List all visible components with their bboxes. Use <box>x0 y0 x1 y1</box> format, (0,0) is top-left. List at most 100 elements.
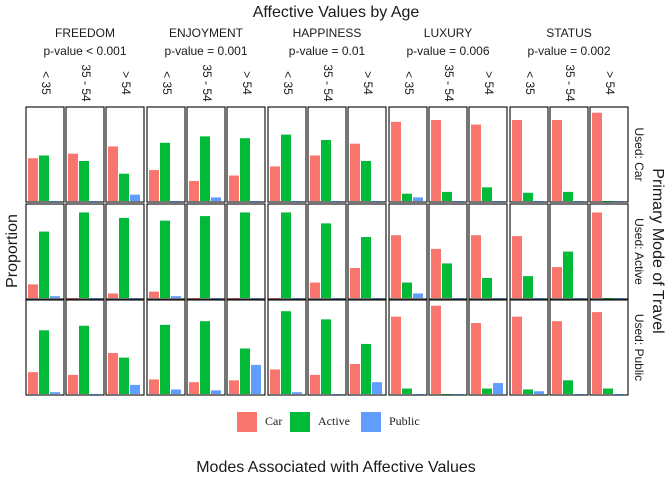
facet-label: ENJOYMENT <box>169 26 244 40</box>
bar <box>211 298 221 299</box>
bar <box>471 235 481 298</box>
bar <box>310 374 320 394</box>
bar <box>281 212 291 298</box>
bar <box>453 394 463 395</box>
bar <box>332 201 342 202</box>
bar <box>240 212 250 298</box>
bar <box>292 298 302 299</box>
bar <box>563 251 573 298</box>
bar <box>292 201 302 202</box>
bar <box>171 201 181 202</box>
bar <box>130 384 140 394</box>
bar <box>523 389 533 394</box>
bar <box>39 155 49 201</box>
bar <box>512 120 522 201</box>
bar <box>39 330 49 394</box>
bar <box>413 293 423 298</box>
bar <box>149 379 159 394</box>
bar <box>563 380 573 394</box>
facet-label: STATUS <box>546 26 592 40</box>
bar <box>493 201 503 202</box>
bar <box>281 311 291 394</box>
bar <box>79 212 89 298</box>
row-label: Used: Public <box>632 314 646 381</box>
age-label: 35 - 54 <box>563 64 577 102</box>
age-label: > 54 <box>240 71 254 95</box>
bar <box>50 392 60 394</box>
row-label: Used: Car <box>632 127 646 181</box>
facet-label: HAPPINESS <box>293 26 362 40</box>
bar <box>592 212 602 298</box>
bar <box>453 298 463 299</box>
bar <box>229 380 239 394</box>
bar <box>442 263 452 298</box>
age-label: > 54 <box>482 71 496 95</box>
bar <box>332 298 342 299</box>
age-label: 35 - 54 <box>442 64 456 102</box>
bar <box>431 120 441 201</box>
bar <box>372 201 382 202</box>
bar <box>332 394 342 395</box>
facet-label: FREEDOM <box>55 26 115 40</box>
bar <box>361 160 371 201</box>
bar <box>482 277 492 298</box>
age-label: < 35 <box>160 71 174 95</box>
legend-key <box>290 412 310 432</box>
bar <box>603 298 613 299</box>
bar <box>149 170 159 201</box>
bar <box>211 197 221 201</box>
bar <box>402 282 412 298</box>
x-axis-title: Modes Associated with Affective Values <box>196 459 476 476</box>
bar <box>552 267 562 298</box>
bar <box>229 175 239 201</box>
bar <box>200 216 210 298</box>
bar <box>200 136 210 201</box>
bar <box>211 390 221 394</box>
bar <box>391 121 401 201</box>
bar <box>361 343 371 394</box>
bar <box>442 191 452 201</box>
bar <box>592 112 602 201</box>
bar <box>413 394 423 395</box>
bar <box>361 237 371 298</box>
bar <box>79 160 89 201</box>
age-label: > 54 <box>361 71 375 95</box>
facet-subtitle: p-value = 0.01 <box>289 44 366 58</box>
bar <box>391 235 401 298</box>
legend-label: Car <box>265 414 282 428</box>
bar <box>171 389 181 394</box>
bar <box>614 394 624 395</box>
bar <box>108 146 118 201</box>
bar <box>119 173 129 201</box>
bar <box>402 388 412 394</box>
bar <box>171 296 181 298</box>
bar <box>28 158 38 201</box>
bar <box>512 236 522 298</box>
chart-title: Affective Values by Age <box>253 4 420 21</box>
bar <box>189 382 199 394</box>
bar <box>281 134 291 201</box>
bar <box>130 298 140 299</box>
bar <box>552 321 562 394</box>
bar <box>28 372 38 394</box>
bar <box>108 293 118 298</box>
bar <box>39 231 49 298</box>
bar <box>534 391 544 394</box>
bar <box>512 316 522 394</box>
bar <box>270 166 280 201</box>
bar <box>200 321 210 394</box>
bar <box>614 201 624 202</box>
bar <box>149 291 159 298</box>
age-label: < 35 <box>402 71 416 95</box>
bar <box>471 323 481 394</box>
bar <box>189 180 199 201</box>
bar <box>552 120 562 201</box>
bar <box>563 191 573 201</box>
bar <box>471 124 481 201</box>
bar <box>90 201 100 202</box>
bar <box>482 388 492 394</box>
facet-label: LUXURY <box>424 26 472 40</box>
age-label: 35 - 54 <box>321 64 335 102</box>
legend-label: Public <box>389 414 420 428</box>
